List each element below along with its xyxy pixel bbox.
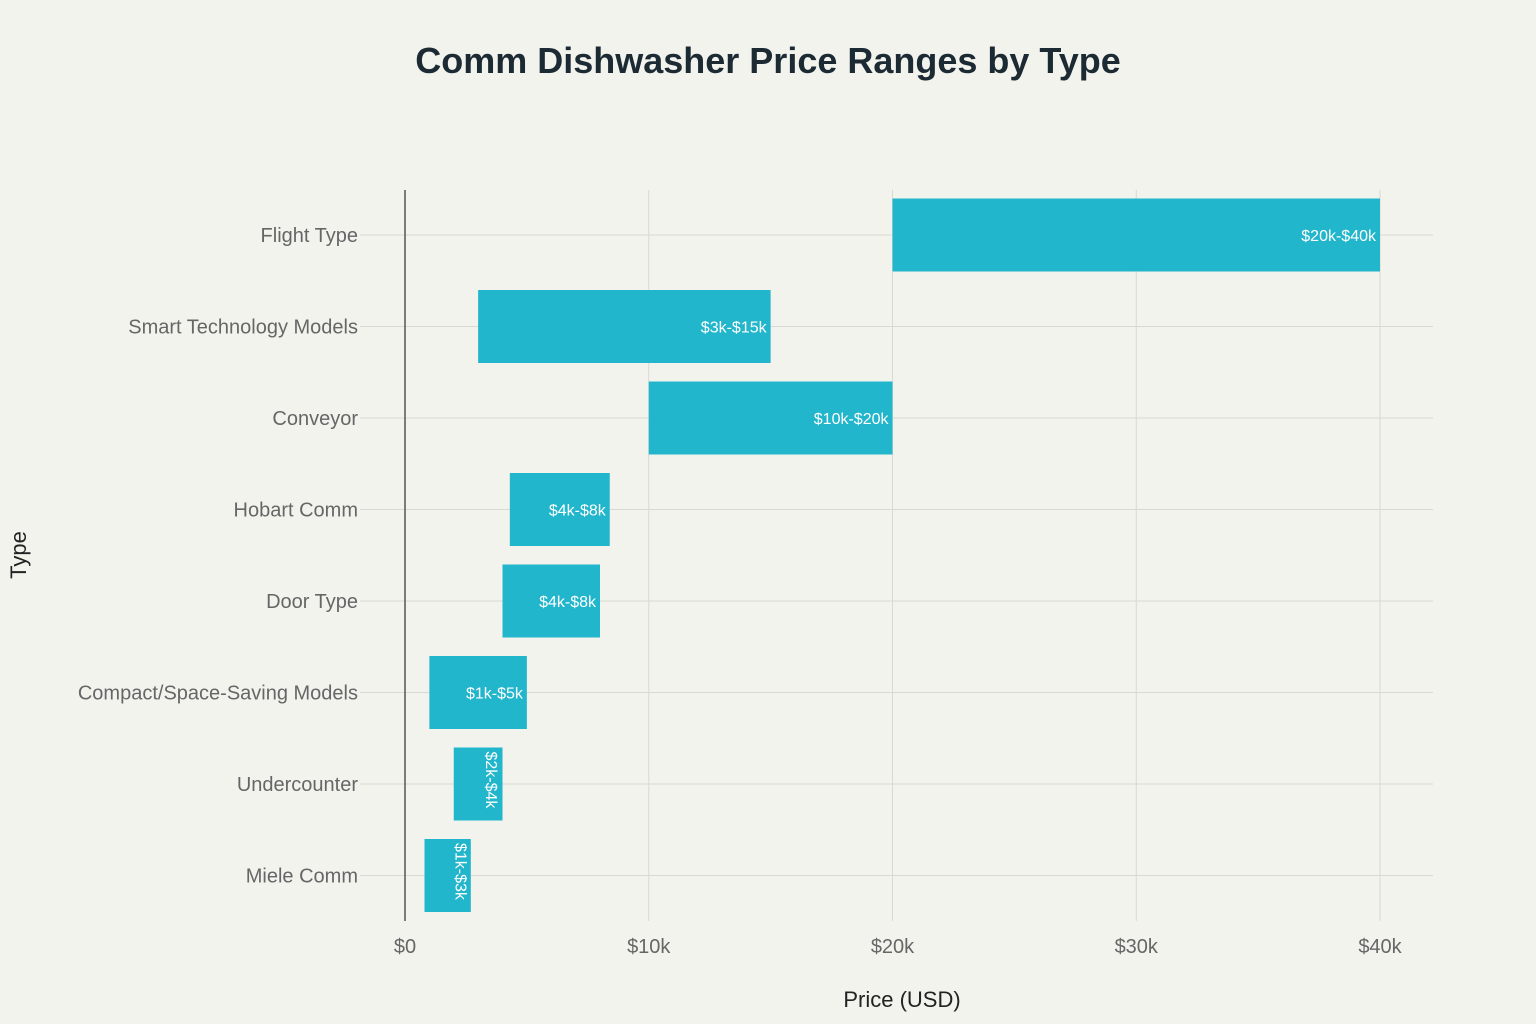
y-tick-label: Door Type bbox=[266, 591, 358, 613]
y-tick-label: Conveyor bbox=[272, 408, 358, 430]
bar bbox=[648, 381, 893, 455]
y-axis-title: Type bbox=[6, 531, 31, 579]
chart-title: Comm Dishwasher Price Ranges by Type bbox=[415, 40, 1121, 81]
x-tick-label: $0 bbox=[394, 936, 416, 958]
bar bbox=[424, 839, 471, 912]
bar-data-label: $4k-$8k bbox=[539, 594, 597, 611]
y-tick-label: Flight Type bbox=[261, 225, 358, 247]
x-tick-label: $10k bbox=[627, 936, 671, 958]
bar-data-label: $2k-$4k bbox=[482, 752, 499, 810]
bar bbox=[429, 656, 527, 729]
bar bbox=[478, 290, 771, 363]
x-tick-label: $30k bbox=[1115, 936, 1159, 958]
axis-layer: $0 $10k $20k $30k $40k Flight Type Smart Techn… bbox=[78, 190, 1403, 958]
x-tick-label: $40k bbox=[1358, 936, 1402, 958]
bar-layer: $20k-$40k $3k-$15k $10k-$20k $4k-$8k $4k-$8k… bbox=[424, 198, 1380, 912]
y-tick-label: Hobart Comm bbox=[234, 500, 358, 522]
bar-data-label: $10k-$20k bbox=[814, 411, 890, 428]
bar bbox=[892, 198, 1380, 272]
x-axis-title: Price (USD) bbox=[843, 987, 960, 1012]
x-tick-label: $20k bbox=[871, 936, 915, 958]
bar bbox=[502, 564, 600, 638]
y-tick-label: Undercounter bbox=[237, 774, 359, 796]
bar-data-label: $4k-$8k bbox=[549, 503, 607, 520]
y-tick-label: Compact/Space-Saving Models bbox=[78, 683, 358, 705]
bar-data-label: $3k-$15k bbox=[701, 320, 768, 337]
bar bbox=[453, 747, 503, 821]
bar-data-label: $1k-$3k bbox=[452, 843, 469, 901]
bar-data-label: $1k-$5k bbox=[466, 686, 524, 703]
bar-data-label: $20k-$40k bbox=[1301, 228, 1377, 245]
y-tick-label: Smart Technology Models bbox=[128, 317, 358, 339]
y-tick-label: Miele Comm bbox=[246, 866, 358, 888]
bar bbox=[509, 473, 610, 546]
